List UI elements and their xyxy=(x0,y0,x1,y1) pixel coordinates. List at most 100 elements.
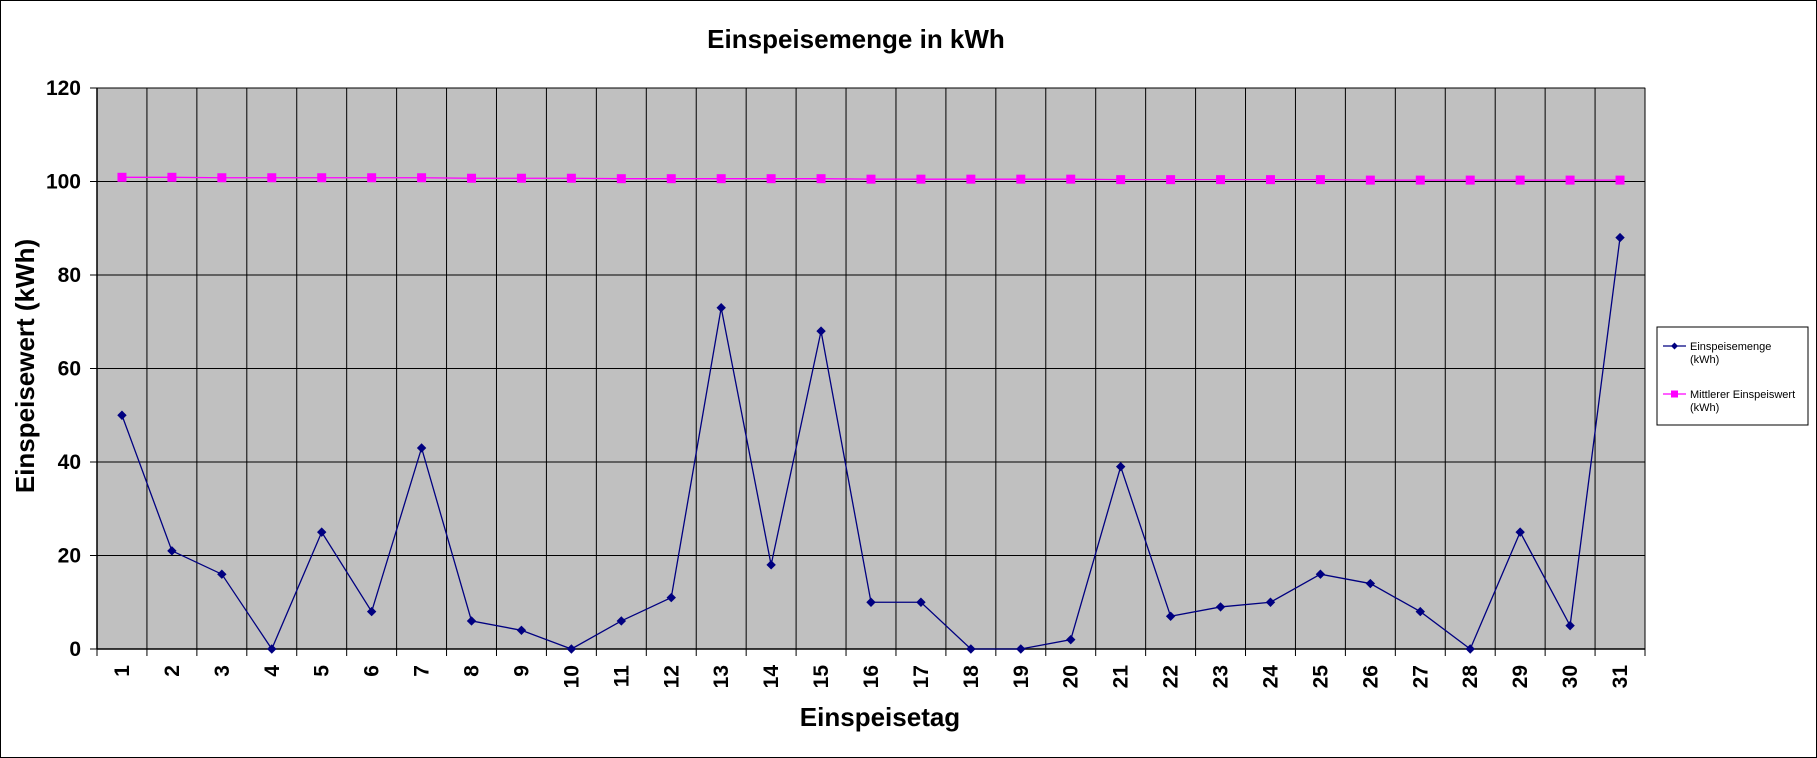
data-point xyxy=(866,597,876,607)
data-point xyxy=(1565,620,1575,631)
data-point xyxy=(117,410,127,420)
data-point xyxy=(616,174,626,184)
data-point xyxy=(916,174,926,184)
x-tick-label: 3 xyxy=(211,665,234,677)
x-tick-label: 18 xyxy=(960,665,983,689)
data-point xyxy=(716,174,726,184)
data-point xyxy=(666,174,676,184)
data-point xyxy=(766,560,776,570)
x-tick-label: 30 xyxy=(1559,665,1582,688)
data-point xyxy=(1615,232,1625,243)
data-point xyxy=(167,546,177,556)
data-point xyxy=(1515,527,1525,537)
x-tick-label: 2 xyxy=(161,665,184,677)
y-tick-labels: 0 20 40 60 80 100 120 xyxy=(46,77,81,661)
data-point xyxy=(417,173,427,183)
data-point xyxy=(866,174,876,184)
data-point xyxy=(217,173,227,183)
data-point xyxy=(966,174,976,184)
data-point xyxy=(1365,175,1375,185)
y-tick-label: 100 xyxy=(46,171,81,194)
data-point xyxy=(1415,175,1425,185)
data-point xyxy=(1565,175,1575,185)
data-point xyxy=(217,569,227,579)
data-point xyxy=(416,443,427,453)
x-axis-title: Einspeisetag xyxy=(800,702,960,732)
y-tick-label: 120 xyxy=(46,77,81,100)
x-tick-label: 19 xyxy=(1010,665,1033,688)
x-tick-label: 8 xyxy=(461,665,484,677)
data-point xyxy=(1415,606,1425,617)
data-point xyxy=(466,616,477,626)
x-tick-label: 26 xyxy=(1359,665,1382,688)
x-tick-label: 28 xyxy=(1459,665,1482,689)
data-point xyxy=(1465,175,1475,185)
legend-label: Einspeisemenge xyxy=(1690,341,1771,353)
legend-swatch-marker xyxy=(1671,342,1678,350)
data-point xyxy=(1365,578,1376,589)
x-tick-label: 4 xyxy=(261,665,284,677)
chart-title: Einspeisemenge in kWh xyxy=(707,24,1005,54)
data-point xyxy=(1066,634,1076,645)
x-tick-label: 25 xyxy=(1309,665,1332,689)
data-point xyxy=(1215,602,1226,612)
data-point xyxy=(816,174,826,184)
data-point xyxy=(117,172,127,182)
x-tick-label: 7 xyxy=(411,665,434,677)
x-tick-label: 14 xyxy=(760,665,783,689)
data-point xyxy=(716,303,726,313)
x-tick-label: 23 xyxy=(1210,665,1233,688)
y-tick-label: 80 xyxy=(58,264,81,287)
data-point xyxy=(1515,175,1525,185)
x-tick-label: 17 xyxy=(910,665,933,688)
x-tick-label: 21 xyxy=(1110,665,1133,689)
data-point xyxy=(916,597,926,607)
data-point xyxy=(1016,174,1026,184)
y-tick-label: 40 xyxy=(58,451,81,474)
x-tick-label: 29 xyxy=(1509,665,1532,688)
data-point xyxy=(1165,611,1176,621)
x-tick-label: 12 xyxy=(660,665,683,688)
series-layer xyxy=(117,172,1625,654)
legend-box xyxy=(1656,326,1809,426)
data-point xyxy=(317,527,327,537)
x-tick-label: 9 xyxy=(510,665,533,677)
y-tick-label: 60 xyxy=(58,358,81,381)
data-point xyxy=(766,174,776,184)
x-tick-label: 24 xyxy=(1259,665,1282,689)
legend-label: Mittlerer Einspeiswert xyxy=(1690,389,1795,401)
x-tick-label: 20 xyxy=(1060,665,1083,688)
data-point xyxy=(1066,174,1076,184)
data-point xyxy=(566,173,576,183)
data-point xyxy=(1016,644,1026,654)
series-mittlerer-einspeiswert xyxy=(117,172,1625,185)
legend-entry: Mittlerer Einspeiswert(kWh) xyxy=(1663,389,1795,414)
y-axis-title: Einspeisewert (kWh) xyxy=(10,239,40,493)
data-point xyxy=(1615,175,1625,185)
x-tick-labels: 1 2 3 4 5 6 7 8 9 10 11 12 13 14 15 16 17 18 19 20 21 22 23 24 2… xyxy=(111,665,1632,689)
data-point xyxy=(666,592,676,603)
grid-lines xyxy=(96,87,1646,650)
y-tick-label: 0 xyxy=(69,638,81,661)
x-tick-label: 13 xyxy=(710,665,733,688)
legend-label: (kWh) xyxy=(1690,354,1719,366)
data-point xyxy=(1166,175,1176,185)
data-point xyxy=(966,644,976,654)
x-tick-label: 6 xyxy=(361,665,384,677)
x-tick-label: 1 xyxy=(111,665,134,677)
x-tick-label: 31 xyxy=(1609,665,1632,689)
data-point xyxy=(1315,569,1326,579)
axes xyxy=(90,87,1646,656)
data-point xyxy=(1315,175,1325,185)
x-tick-label: 11 xyxy=(610,665,633,688)
data-point xyxy=(367,173,377,183)
data-point xyxy=(1465,644,1475,654)
data-point xyxy=(267,173,277,183)
data-point xyxy=(1216,175,1226,185)
y-tick-label: 20 xyxy=(58,545,81,568)
x-tick-label: 15 xyxy=(810,665,833,689)
data-point xyxy=(566,644,577,654)
legend-swatch-marker xyxy=(1671,390,1678,398)
x-tick-label: 22 xyxy=(1160,665,1183,688)
